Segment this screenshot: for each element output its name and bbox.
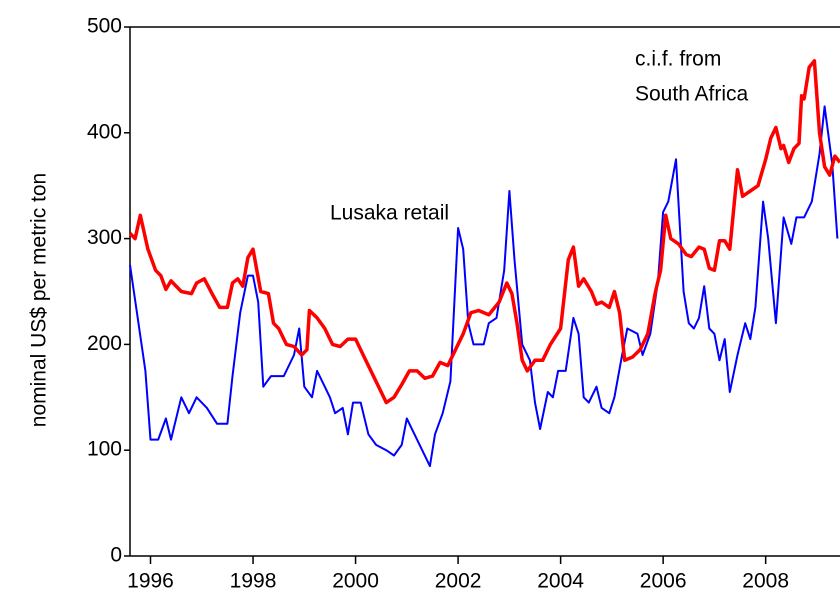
annotation: South Africa (635, 83, 749, 106)
y-tick-label: 500 (87, 15, 122, 38)
series-line (128, 59, 840, 405)
annotation: Lusaka retail (330, 202, 449, 225)
x-tick-label: 2008 (742, 570, 789, 593)
x-tick-label: 2000 (332, 570, 379, 593)
x-tick-label: 2004 (537, 570, 584, 593)
y-axis-label: nominal US$ per metric ton (28, 173, 51, 427)
y-tick-label: 100 (87, 438, 122, 461)
y-tick-label: 300 (87, 226, 122, 249)
x-tick-label: 1998 (230, 570, 277, 593)
y-tick-label: 0 (110, 544, 122, 567)
annotation: c.i.f. from (635, 48, 721, 71)
y-tick-label: 400 (87, 120, 122, 143)
x-tick-label: 2006 (640, 570, 687, 593)
x-tick-label: 1996 (127, 570, 174, 593)
series-line (129, 105, 839, 468)
y-tick-label: 200 (87, 332, 122, 355)
x-tick-label: 2002 (435, 570, 482, 593)
